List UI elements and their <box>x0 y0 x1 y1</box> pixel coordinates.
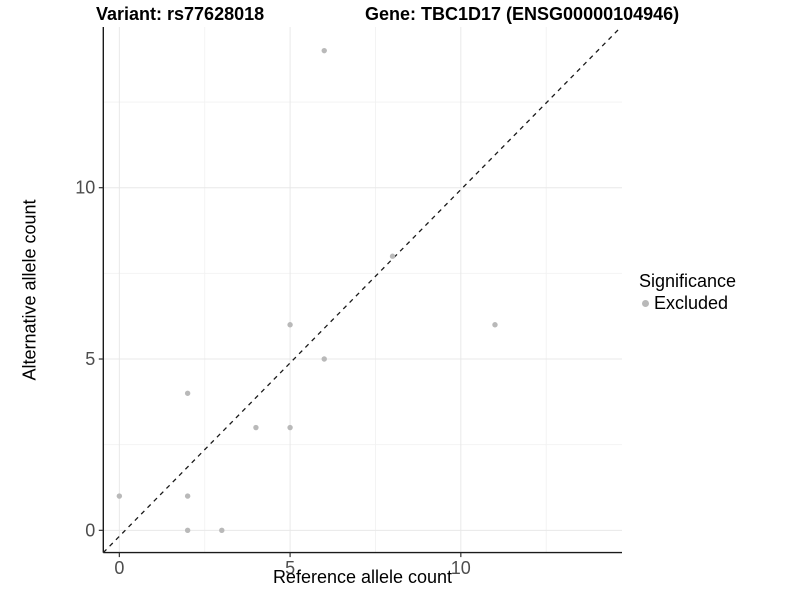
x-axis-title: Reference allele count <box>272 567 453 587</box>
y-tick-label: 0 <box>85 520 95 540</box>
x-tick-label: 0 <box>114 558 124 578</box>
data-point <box>219 527 225 534</box>
x-tick-label: 10 <box>451 558 471 578</box>
legend-item-excluded: Excluded <box>639 293 736 314</box>
plot-title-gene: Gene: TBC1D17 (ENSG00000104946) <box>365 4 680 24</box>
data-point <box>184 493 191 499</box>
data-point <box>389 253 396 259</box>
legend-item-label: Excluded <box>654 292 729 313</box>
plot-title-variant: Variant: rs77628018 <box>96 4 265 24</box>
legend: Significance Excluded <box>639 271 736 314</box>
data-point <box>287 424 293 431</box>
data-point <box>321 356 327 362</box>
identity-line <box>102 26 622 554</box>
data-point <box>492 322 498 328</box>
data-point <box>253 424 259 431</box>
excluded-point-icon <box>642 299 649 307</box>
data-point <box>184 527 191 534</box>
y-tick-label: 5 <box>85 349 95 369</box>
legend-title: Significance <box>639 271 737 291</box>
y-axis-title: Alternative allele count <box>19 199 40 381</box>
data-point <box>287 322 293 328</box>
x-tick-label: 5 <box>285 558 295 578</box>
y-tick-label: 10 <box>75 178 95 198</box>
data-point <box>116 493 123 499</box>
data-point <box>184 390 191 396</box>
data-point <box>321 47 327 54</box>
